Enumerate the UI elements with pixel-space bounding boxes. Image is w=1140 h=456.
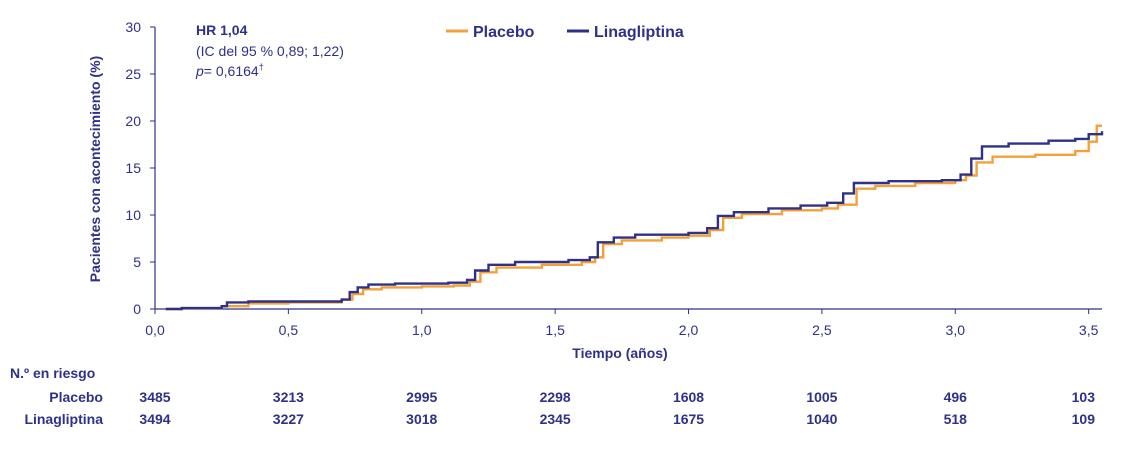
risk-cell-linagliptina: 3227 (273, 411, 304, 427)
x-tick-label: 2,0 (679, 322, 699, 338)
risk-cell-linagliptina: 1675 (673, 411, 704, 427)
legend-label-placebo: Placebo (473, 24, 535, 41)
p-value: = 0,6164 (204, 63, 259, 79)
risk-values: 3485 3213 2995 2298 1608 1005 496 103 3494 3227 30… (139, 389, 1095, 427)
legend: Placebo Linagliptina (446, 24, 684, 41)
risk-cell-linagliptina: 3018 (406, 411, 437, 427)
risk-row-label-placebo: Placebo (49, 389, 103, 405)
legend-label-linagliptina: Linagliptina (594, 24, 684, 41)
risk-cell-linagliptina: 518 (944, 411, 968, 427)
y-tick-label: 25 (125, 66, 141, 82)
risk-table-title: N.º en riesgo (10, 365, 95, 381)
risk-cell-placebo: 1005 (806, 389, 837, 405)
y-tick-label: 20 (125, 113, 141, 129)
risk-table: N.º en riesgo Placebo Linagliptina 3485 3… (10, 365, 1095, 427)
risk-cell-placebo: 2995 (406, 389, 437, 405)
curves (165, 124, 1104, 311)
hr-annotation: HR 1,04 (IC del 95 % 0,89; 1,22) p= 0,61… (195, 22, 344, 79)
risk-cell-placebo: 496 (944, 389, 968, 405)
risk-cell-placebo: 2298 (540, 389, 571, 405)
y-tick-label: 30 (125, 19, 141, 35)
y-tick-label: 5 (133, 254, 141, 270)
risk-cell-linagliptina: 1040 (806, 411, 837, 427)
hr-value: HR 1,04 (196, 22, 248, 38)
hr-pvalue: p= 0,6164† (195, 62, 264, 79)
axes: 0 5 10 15 20 25 30 0,0 0,5 1,0 1,5 2,0 2,5 3,0 3,5 (125, 19, 1102, 338)
y-tick-label: 0 (133, 301, 141, 317)
risk-cell-placebo: 3485 (139, 389, 170, 405)
x-tick-label: 2,5 (812, 322, 832, 338)
hr-ci: (IC del 95 % 0,89; 1,22) (196, 43, 344, 59)
risk-cell-placebo: 103 (1072, 389, 1096, 405)
p-symbol: p (195, 63, 204, 79)
y-tick-label: 15 (125, 160, 141, 176)
x-axis-label: Tiempo (años) (572, 345, 667, 361)
risk-cell-linagliptina: 3494 (139, 411, 170, 427)
y-axis-label: Pacientes con acontecimiento (%) (87, 56, 103, 282)
risk-cell-linagliptina: 2345 (540, 411, 571, 427)
risk-cell-linagliptina: 109 (1072, 411, 1096, 427)
series-line-linagliptina (165, 131, 1104, 311)
x-tick-label: 0,5 (279, 322, 299, 338)
x-tick-label: 1,0 (412, 322, 432, 338)
p-dagger: † (259, 62, 264, 72)
risk-row-label-linagliptina: Linagliptina (24, 411, 103, 427)
x-tick-label: 3,0 (946, 322, 966, 338)
y-tick-label: 10 (125, 207, 141, 223)
x-tick-label: 0,0 (145, 322, 165, 338)
risk-cell-placebo: 1608 (673, 389, 704, 405)
risk-cell-placebo: 3213 (273, 389, 304, 405)
series-line-placebo (165, 124, 1102, 311)
x-tick-label: 3,5 (1079, 322, 1099, 338)
x-tick-label: 1,5 (545, 322, 565, 338)
